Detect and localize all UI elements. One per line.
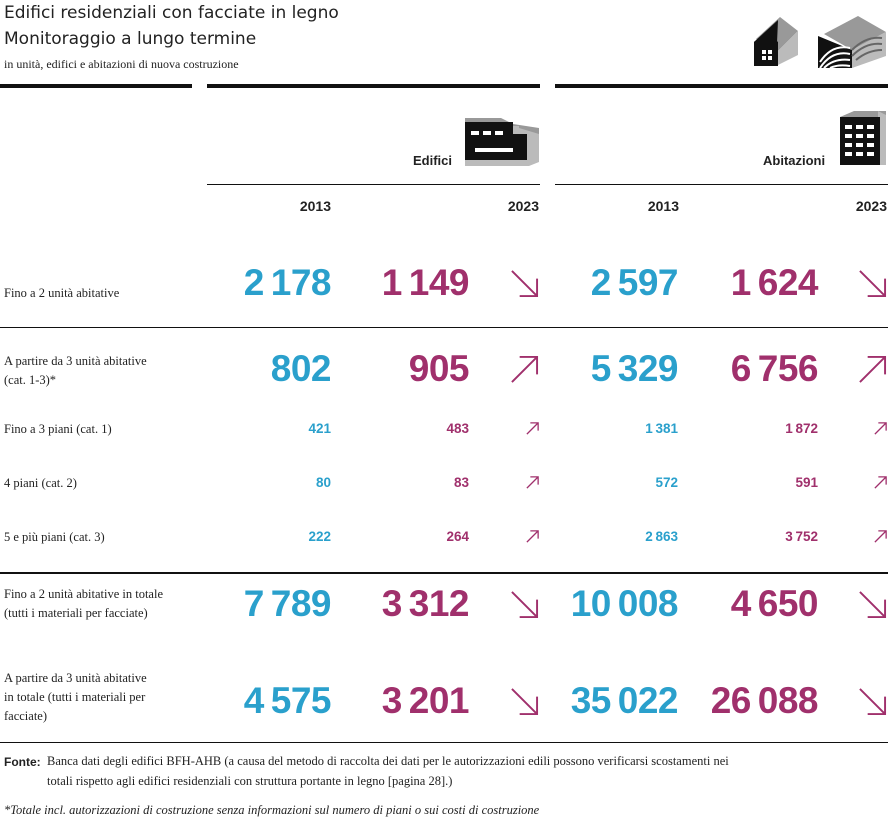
trend-down-arrow-icon bbox=[511, 591, 539, 619]
title-line-1: Edifici residenziali con facciate in leg… bbox=[4, 3, 339, 23]
title-line-2: Monitoraggio a lungo termine bbox=[4, 29, 257, 49]
row-label: Fino a 3 piani (cat. 1) bbox=[4, 420, 112, 439]
trend-up-arrow-icon bbox=[526, 422, 539, 435]
value-abitazioni-2023: 4 650 bbox=[730, 583, 819, 624]
value-edifici-2023: 483 bbox=[446, 421, 469, 436]
row-label-line: facciate) bbox=[4, 709, 48, 723]
trend-down-arrow-icon bbox=[859, 270, 887, 298]
section-divider bbox=[0, 327, 888, 328]
value-edifici-2023: 1 149 bbox=[381, 262, 470, 303]
value-edifici-2023: 83 bbox=[453, 475, 469, 490]
trend-up-arrow-icon bbox=[526, 476, 539, 489]
value-abitazioni-2013: 2 597 bbox=[590, 262, 679, 303]
footer-divider bbox=[0, 742, 888, 743]
row-label: Fino a 2 unità abitative bbox=[4, 284, 119, 303]
row-label-line: 5 e più piani (cat. 3) bbox=[4, 530, 105, 544]
value-edifici-2013: 222 bbox=[308, 529, 331, 544]
value-edifici-2013: 7 789 bbox=[243, 583, 332, 624]
source-line-2: totali rispetto agli edifici residenzial… bbox=[47, 774, 453, 788]
row-label: A partire da 3 unità abitative in totale … bbox=[4, 669, 147, 726]
trend-down-arrow-icon bbox=[859, 591, 887, 619]
row-label-line: A partire da 3 unità abitative bbox=[4, 671, 147, 685]
row-label-line: A partire da 3 unità abitative bbox=[4, 354, 147, 368]
value-abitazioni-2023: 1 624 bbox=[730, 262, 819, 303]
source-line-1: Banca dati degli edifici BFH-AHB (a caus… bbox=[47, 754, 729, 768]
row-label-line: in totale (tutti i materiali per bbox=[4, 690, 146, 704]
trend-up-arrow-icon bbox=[859, 355, 887, 383]
wood-facade-icon bbox=[818, 16, 886, 68]
header-rule-abitazioni bbox=[555, 84, 888, 88]
value-abitazioni-2013: 35 022 bbox=[570, 680, 679, 721]
value-edifici-2023: 3 312 bbox=[381, 583, 470, 624]
year-abitazioni-2013: 2013 bbox=[647, 198, 679, 214]
value-edifici-2013: 421 bbox=[308, 421, 331, 436]
house-icon bbox=[754, 17, 798, 66]
row-label-line: Fino a 2 unità abitative bbox=[4, 286, 120, 300]
trend-down-arrow-icon bbox=[859, 688, 887, 716]
value-abitazioni-2023: 6 756 bbox=[730, 348, 819, 389]
value-edifici-2013: 4 575 bbox=[243, 680, 332, 721]
value-abitazioni-2013: 2 863 bbox=[645, 529, 678, 544]
column-header-edifici: Edifici bbox=[413, 153, 453, 168]
row-label: 4 piani (cat. 2) bbox=[4, 474, 77, 493]
row-label-line: Fino a 2 unità abitative in totale bbox=[4, 587, 163, 601]
trend-up-arrow-icon bbox=[874, 476, 887, 489]
row-label-line: 4 piani (cat. 2) bbox=[4, 476, 77, 490]
header-rule-left bbox=[0, 84, 192, 88]
trend-up-arrow-icon bbox=[526, 530, 539, 543]
value-abitazioni-2013: 572 bbox=[655, 475, 678, 490]
trend-up-arrow-icon bbox=[874, 422, 887, 435]
value-edifici-2023: 264 bbox=[446, 529, 469, 544]
row-label: A partire da 3 unità abitative (cat. 1-3)… bbox=[4, 352, 147, 390]
row-label: Fino a 2 unità abitative in totale (tutti… bbox=[4, 585, 163, 623]
row-label-line: (cat. 1-3)* bbox=[4, 373, 57, 387]
header-rule-edifici bbox=[207, 84, 540, 88]
row-label-line: Fino a 3 piani (cat. 1) bbox=[4, 422, 112, 436]
column-header-abitazioni: Abitazioni bbox=[763, 153, 826, 168]
value-edifici-2013: 2 178 bbox=[243, 262, 332, 303]
value-edifici-2023: 3 201 bbox=[381, 680, 470, 721]
header-divider-edifici bbox=[207, 184, 540, 185]
value-abitazioni-2023: 591 bbox=[795, 475, 818, 490]
building-icon bbox=[465, 118, 539, 166]
section-divider-totals bbox=[0, 572, 888, 574]
value-edifici-2013: 802 bbox=[270, 348, 332, 389]
source-label: Fonte: bbox=[4, 755, 41, 769]
footnote: *Totale incl. autorizzazioni di costruzi… bbox=[4, 803, 540, 817]
subtitle: in unità, edifici e abitazioni di nuova … bbox=[4, 57, 239, 71]
row-label-line: (tutti i materiali per facciate) bbox=[4, 606, 148, 620]
value-abitazioni-2013: 10 008 bbox=[570, 583, 679, 624]
value-abitazioni-2023: 1 872 bbox=[785, 421, 818, 436]
trend-down-arrow-icon bbox=[511, 688, 539, 716]
year-abitazioni-2023: 2023 bbox=[855, 198, 887, 214]
header-divider-abitazioni bbox=[555, 184, 888, 185]
apartment-icon bbox=[840, 111, 886, 165]
trend-up-arrow-icon bbox=[874, 530, 887, 543]
year-edifici-2023: 2023 bbox=[507, 198, 539, 214]
year-edifici-2013: 2013 bbox=[299, 198, 331, 214]
row-label: 5 e più piani (cat. 3) bbox=[4, 528, 105, 547]
value-abitazioni-2013: 1 381 bbox=[645, 421, 678, 436]
value-abitazioni-2023: 26 088 bbox=[710, 680, 819, 721]
value-abitazioni-2023: 3 752 bbox=[785, 529, 818, 544]
trend-down-arrow-icon bbox=[511, 270, 539, 298]
value-abitazioni-2013: 5 329 bbox=[590, 348, 679, 389]
value-edifici-2023: 905 bbox=[408, 348, 470, 389]
trend-up-arrow-icon bbox=[511, 355, 539, 383]
value-edifici-2013: 80 bbox=[315, 475, 331, 490]
